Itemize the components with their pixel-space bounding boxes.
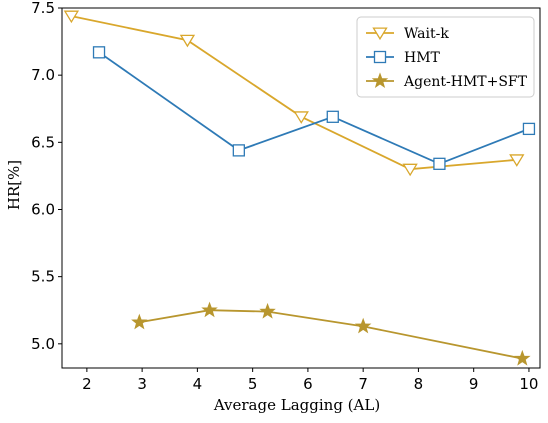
legend-label: HMT <box>404 50 441 66</box>
plot-area: 2 3 4 5 6 7 8 9 10 5.0 5.5 6.0 6.5 7.0 7.5 <box>31 0 541 393</box>
x-tick-label: 5 <box>248 375 258 393</box>
y-tick-label: 6.5 <box>31 133 55 151</box>
x-axis-label: Average Lagging (AL) <box>213 396 380 414</box>
data-point <box>354 317 372 334</box>
x-tick-label: 6 <box>303 375 313 393</box>
legend: Wait-k HMT Agent-HMT+SFT <box>356 16 535 98</box>
data-point <box>232 144 245 157</box>
data-point <box>514 349 531 366</box>
data-point <box>402 163 418 177</box>
data-point <box>509 154 525 167</box>
data-point <box>131 313 148 330</box>
series-agent-hmt-sft <box>131 301 531 366</box>
y-axis-label: HR[%] <box>5 160 23 210</box>
data-point <box>293 111 309 124</box>
legend-label: Wait-k <box>404 26 449 42</box>
legend-box <box>356 16 535 98</box>
data-point <box>179 34 196 48</box>
legend-marker <box>372 27 388 41</box>
series-hmt <box>92 46 536 170</box>
x-tick-label: 8 <box>414 375 424 393</box>
y-tick-label: 5.5 <box>31 268 55 286</box>
data-point <box>201 301 218 318</box>
y-tick-label: 7.0 <box>31 66 55 84</box>
x-tick-label: 10 <box>519 375 538 393</box>
x-tick-label: 2 <box>82 375 92 393</box>
data-point <box>259 302 276 319</box>
series-wait-k <box>63 10 525 177</box>
legend-label: Agent-HMT+SFT <box>403 74 528 90</box>
data-point <box>92 46 106 59</box>
y-tick-label: 6.0 <box>31 200 55 218</box>
series-line <box>139 309 523 360</box>
y-tick-label: 5.0 <box>31 335 55 353</box>
legend-marker <box>373 50 387 64</box>
x-tick-label: 9 <box>469 375 479 393</box>
x-tick-label: 3 <box>137 375 147 393</box>
y-tick-label: 7.5 <box>31 0 55 17</box>
legend-marker <box>371 72 389 89</box>
x-tick-label: 7 <box>358 375 368 393</box>
axes-frame <box>61 7 541 369</box>
data-point <box>63 10 80 24</box>
x-tick-label: 4 <box>193 375 203 393</box>
data-point <box>522 122 536 136</box>
data-point <box>433 157 446 170</box>
data-point <box>326 110 339 123</box>
